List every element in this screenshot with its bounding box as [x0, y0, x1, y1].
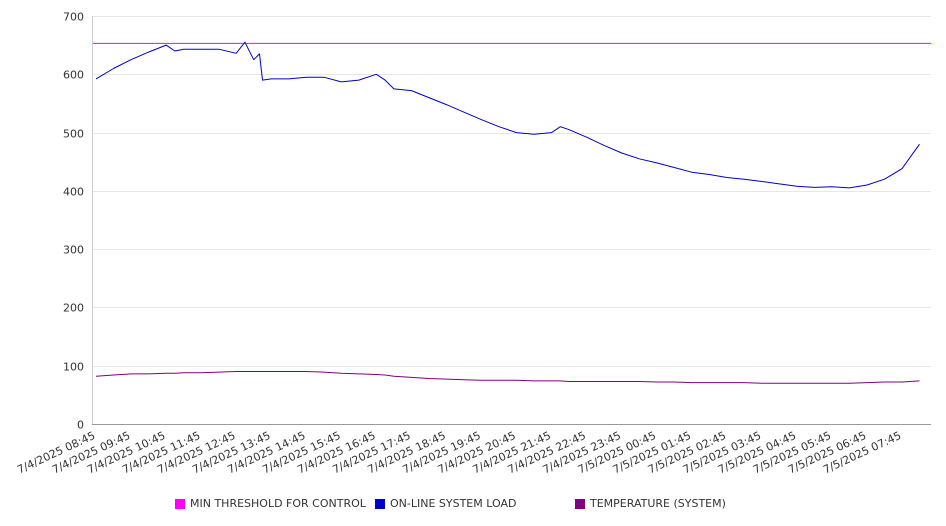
legend-swatch-temperature — [575, 498, 585, 509]
y-tick-label-0: 0 — [77, 419, 84, 432]
legend-item-min-threshold[interactable]: MIN THRESHOLD FOR CONTROL — [175, 497, 366, 510]
y-tick-label-600: 600 — [63, 69, 84, 82]
x-axis-tick-labels: 7/4/2025 08:457/4/2025 09:457/4/2025 10:… — [15, 429, 903, 477]
grid-lines — [92, 16, 931, 367]
legend-item-system-load[interactable]: ON-LINE SYSTEM LOAD — [375, 497, 516, 510]
y-tick-label-300: 300 — [63, 244, 84, 257]
legend-swatch-system-load — [375, 498, 385, 509]
y-tick-label-700: 700 — [63, 11, 84, 24]
y-axis-tick-labels: 0 100 200 300 400 500 600 700 — [63, 11, 84, 432]
y-tick-label-200: 200 — [63, 302, 84, 315]
legend-label-min-threshold: MIN THRESHOLD FOR CONTROL — [190, 497, 366, 510]
y-tick-label-500: 500 — [63, 128, 84, 141]
line-temperature — [95, 371, 920, 384]
line-system-load — [95, 41, 920, 189]
legend-item-temperature[interactable]: TEMPERATURE (SYSTEM) — [575, 497, 726, 510]
legend-label-temperature: TEMPERATURE (SYSTEM) — [590, 497, 726, 510]
legend: MIN THRESHOLD FOR CONTROL ON-LINE SYSTEM… — [0, 497, 946, 515]
y-tick-label-400: 400 — [63, 186, 84, 199]
legend-swatch-min-threshold — [175, 498, 185, 509]
y-tick-label-100: 100 — [63, 361, 84, 374]
series-lines — [92, 41, 931, 384]
legend-label-system-load: ON-LINE SYSTEM LOAD — [390, 497, 517, 510]
